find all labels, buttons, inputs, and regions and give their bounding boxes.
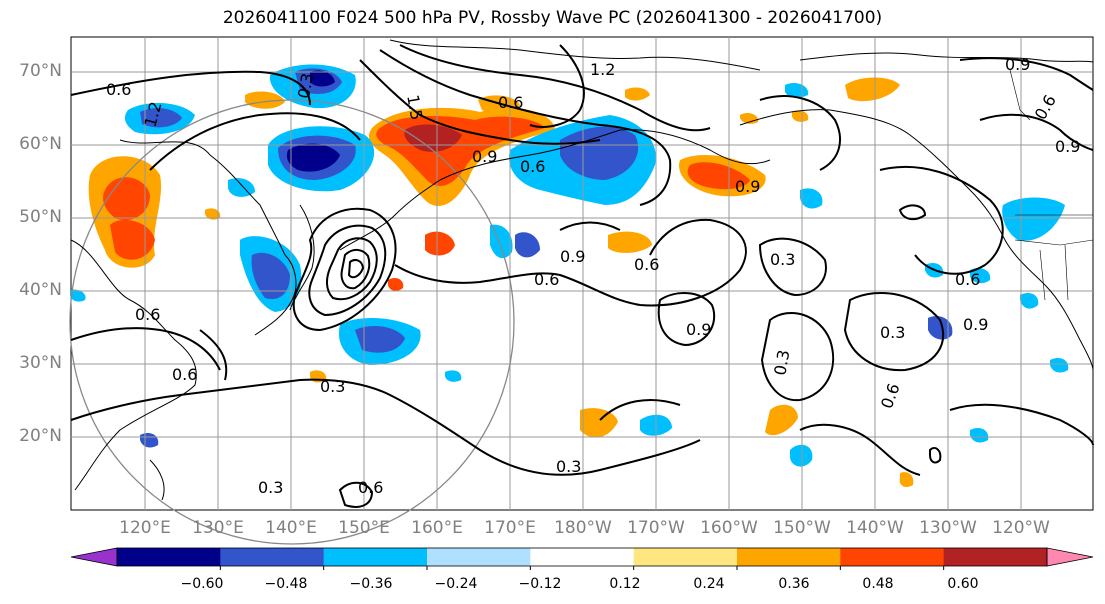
colorbar-bin <box>840 548 945 566</box>
contour-label: 0.6 <box>358 478 383 497</box>
colorbar-bin <box>530 548 635 566</box>
contour-label: 0.3 <box>556 457 581 476</box>
lon-label: 150°W <box>773 518 831 538</box>
contour-label: 1.2 <box>590 60 615 79</box>
range-circle <box>69 99 515 545</box>
contour-label: 0.3 <box>770 348 793 376</box>
colorbar-bin <box>737 548 841 566</box>
colorbar-tick-label: −0.12 <box>518 576 562 592</box>
lon-label: 160°W <box>700 518 758 538</box>
lat-label: 20°N <box>19 426 62 446</box>
contour-label: 0.6 <box>135 305 160 324</box>
colorbar-bin <box>117 548 221 566</box>
contour-label: 0.9 <box>735 177 760 196</box>
lat-label: 50°N <box>19 207 62 227</box>
colorbar-frame <box>116 547 1048 567</box>
lon-label: 170°E <box>484 518 536 538</box>
contour-label: 0.3 <box>258 478 283 497</box>
colorbar-bin <box>427 548 531 566</box>
colorbar-tick-label: 0.48 <box>862 576 894 592</box>
lon-label: 130°E <box>192 518 244 538</box>
colorbar-tick-label: −0.60 <box>180 576 224 592</box>
colorbar-tick-label: −0.24 <box>434 576 478 592</box>
colorbar-tick-label: −0.36 <box>349 576 393 592</box>
contour-label: 0.6 <box>498 93 523 112</box>
lon-label: 170°W <box>627 518 685 538</box>
colorbar-tick-label: 0.12 <box>609 576 641 592</box>
lat-label: 30°N <box>19 353 62 373</box>
lon-label: 120°W <box>992 518 1050 538</box>
lon-label: 180°W <box>554 518 612 538</box>
lat-label: 40°N <box>19 280 62 300</box>
lon-label: 140°W <box>846 518 904 538</box>
contour-label: 0.3 <box>770 250 795 269</box>
contour-label: 0.9 <box>472 147 497 166</box>
map-panel: 0.6 1.2 1.5 1.2 0.6 0.9 0.6 0.9 0.3 0.6 … <box>69 36 1094 545</box>
lon-label: 130°W <box>919 518 977 538</box>
contour-label-group: 0.6 1.2 1.5 1.2 0.6 0.9 0.6 0.9 0.3 0.6 … <box>106 55 1080 497</box>
colorbar-tick-label: 0.24 <box>693 576 725 592</box>
contour-label: 0.9 <box>686 320 711 339</box>
colorbar-extend-min <box>70 547 118 567</box>
lon-label: 120°E <box>119 518 171 538</box>
figure-title: 2026041100 F024 500 hPa PV, Rossby Wave … <box>222 8 883 28</box>
contour-label: 0.6 <box>172 365 197 384</box>
lon-label: 160°E <box>411 518 463 538</box>
colorbar-tick-label: −0.48 <box>264 576 308 592</box>
contour-label: 0.6 <box>534 270 559 289</box>
contour-label: 0.6 <box>106 80 131 99</box>
contour-label: 0.6 <box>634 255 659 274</box>
colorbar-bin <box>633 548 738 566</box>
colorbar-bin <box>943 548 1048 566</box>
pv-shading-positive <box>88 77 914 488</box>
lat-label: 60°N <box>19 134 62 154</box>
contour-label: 0.9 <box>1005 55 1030 74</box>
contour-label: 1.5 <box>403 93 426 121</box>
lon-label: 140°E <box>265 518 317 538</box>
lat-label: 70°N <box>19 61 62 81</box>
contour-label: 0.6 <box>955 270 980 289</box>
coastlines <box>70 39 1094 501</box>
contour-label: 0.3 <box>294 72 317 100</box>
colorbar <box>70 547 1094 570</box>
colorbar-tick-label: 0.36 <box>778 576 810 592</box>
colorbar-tick-label: 0.60 <box>947 576 979 592</box>
colorbar-bin <box>220 548 325 566</box>
contour-label: 0.3 <box>320 377 345 396</box>
contour-label: 0.9 <box>1055 137 1080 156</box>
lon-label: 150°E <box>338 518 390 538</box>
colorbar-extend-max <box>1046 547 1094 567</box>
contour-label: 0.3 <box>880 323 905 342</box>
contour-label: 0.6 <box>520 157 545 176</box>
contour-label: 0.9 <box>963 315 988 334</box>
pv-contours <box>70 44 1094 508</box>
contour-label: 0.9 <box>560 247 585 266</box>
colorbar-bin <box>323 548 428 566</box>
